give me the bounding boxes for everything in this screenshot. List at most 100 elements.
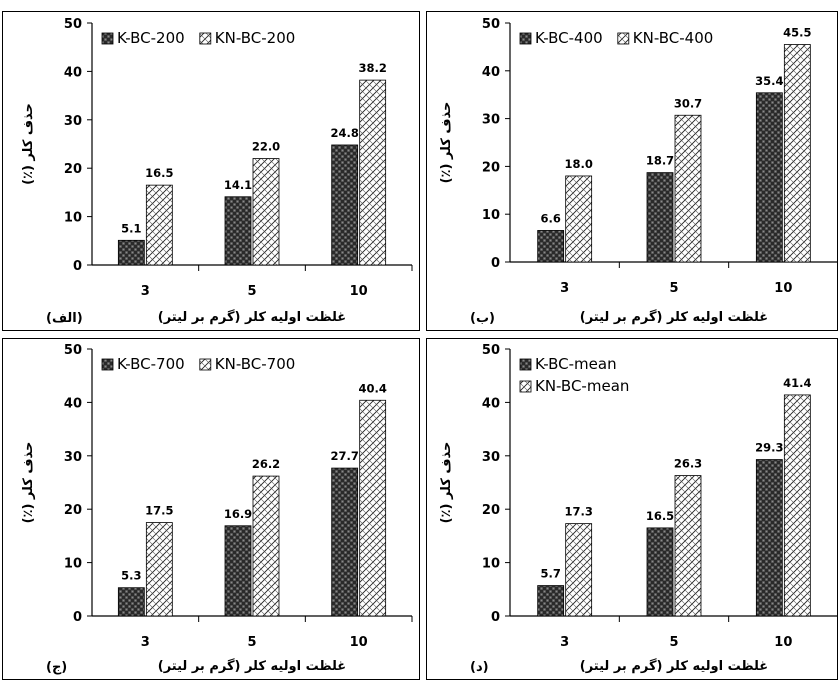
x-tick-label: 5 — [247, 284, 256, 299]
legend-label: KN-BC-mean — [535, 377, 629, 395]
bar-kn-series — [252, 158, 280, 266]
legend-label: KN-BC-200 — [215, 29, 295, 47]
data-label: 5.1 — [121, 221, 141, 235]
chart-panel-dal: 0 10 20 30 40 50 3 5.7 17.3 5 16.5 26.3 10 29.3 41.4 حذ… — [426, 338, 839, 680]
panel-label: (ج) — [46, 660, 67, 675]
y-tick-label: 30 — [64, 450, 82, 465]
x-axis-title: غلظت اولیه کلر (گرم بر لیتر) — [580, 658, 768, 674]
y-tick-label: 20 — [64, 503, 82, 518]
bar-kn-series — [783, 44, 811, 263]
y-tick-label: 10 — [482, 557, 500, 572]
y-tick-label: 10 — [64, 557, 82, 572]
y-tick-label: 10 — [482, 208, 500, 223]
y-tick-label: 40 — [482, 65, 500, 80]
x-tick-label: 5 — [669, 635, 678, 650]
bar-k-series — [537, 585, 565, 617]
x-tick-label: 3 — [141, 635, 150, 650]
data-label: 14.1 — [224, 178, 252, 192]
data-label: 30.7 — [674, 96, 702, 110]
panel-frame — [426, 11, 838, 331]
y-axis-title: حذف کلر (٪) — [439, 102, 454, 184]
data-label: 45.5 — [783, 26, 811, 40]
y-tick-label: 0 — [491, 610, 500, 625]
x-tick-label: 5 — [669, 281, 678, 296]
bar-k-series — [224, 196, 252, 266]
chart-svg-jim: 0 10 20 30 40 50 3 5.3 17.5 5 16.9 26.2 10 27.7 40.4 حذ… — [2, 338, 420, 680]
legend-label: K-BC-mean — [535, 355, 617, 373]
bar-k-series — [117, 239, 145, 266]
bar-kn-series — [565, 175, 593, 263]
bar-k-series — [646, 527, 674, 617]
bar-kn-series — [674, 475, 702, 617]
y-tick-label: 30 — [482, 113, 500, 128]
legend-swatch — [199, 32, 212, 45]
x-tick-label: 10 — [774, 281, 792, 296]
legend-swatch — [199, 358, 212, 371]
y-axis-title: حذف کلر (٪) — [21, 103, 36, 185]
legend-label: K-BC-400 — [535, 29, 603, 47]
y-tick-label: 10 — [64, 211, 82, 226]
chart-svg-dal: 0 10 20 30 40 50 3 5.7 17.3 5 16.5 26.3 10 29.3 41.4 حذ… — [426, 338, 839, 680]
y-tick-label: 50 — [482, 17, 500, 32]
data-label: 5.7 — [540, 567, 560, 581]
bar-kn-series — [145, 522, 173, 617]
x-axis-title: غلظت اولیه کلر (گرم بر لیتر) — [580, 309, 768, 325]
y-tick-label: 20 — [482, 160, 500, 175]
data-label: 26.2 — [252, 457, 280, 471]
data-label: 5.3 — [121, 569, 141, 583]
y-tick-label: 40 — [64, 396, 82, 411]
data-label: 24.8 — [330, 126, 358, 140]
data-label: 41.4 — [783, 376, 811, 390]
bar-kn-series — [674, 114, 702, 263]
panel-label: (الف) — [46, 311, 83, 326]
chart-svg-be: 0 10 20 30 40 50 3 6.6 18.0 5 18.7 30.7 10 35.4 45.5 حذ… — [426, 11, 839, 331]
legend-swatch — [519, 380, 532, 393]
bar-kn-series — [359, 79, 387, 266]
bar-k-series — [755, 92, 783, 263]
bar-k-series — [331, 467, 359, 617]
bar-kn-series — [565, 523, 593, 617]
x-tick-label: 10 — [350, 284, 368, 299]
legend-swatch — [617, 32, 630, 45]
bar-kn-series — [359, 399, 387, 617]
data-label: 22.0 — [252, 140, 280, 154]
y-tick-label: 0 — [73, 610, 82, 625]
y-axis-title: حذف کلر (٪) — [439, 442, 454, 524]
y-axis-title: حذف کلر (٪) — [21, 442, 36, 524]
y-tick-label: 30 — [64, 114, 82, 129]
y-tick-label: 20 — [64, 162, 82, 177]
y-tick-label: 0 — [491, 256, 500, 271]
panel-label: (ب) — [470, 311, 495, 326]
bar-k-series — [646, 172, 674, 263]
data-label: 40.4 — [358, 381, 386, 395]
bar-k-series — [331, 144, 359, 266]
data-label: 17.5 — [145, 504, 173, 518]
x-tick-label: 10 — [774, 635, 792, 650]
data-label: 16.5 — [646, 509, 674, 523]
bar-kn-series — [145, 184, 173, 266]
data-label: 16.5 — [145, 166, 173, 180]
bar-kn-series — [252, 475, 280, 617]
y-tick-label: 30 — [482, 450, 500, 465]
data-label: 27.7 — [330, 449, 358, 463]
chart-panel-jim: 0 10 20 30 40 50 3 5.3 17.5 5 16.9 26.2 10 27.7 40.4 حذ… — [2, 338, 420, 680]
y-tick-label: 20 — [482, 503, 500, 518]
chart-panel-be: 0 10 20 30 40 50 3 6.6 18.0 5 18.7 30.7 10 35.4 45.5 حذ… — [426, 11, 839, 331]
legend-swatch — [519, 32, 532, 45]
x-axis-title: غلظت اولیه کلر (گرم بر لیتر) — [158, 309, 346, 325]
legend-swatch — [519, 358, 532, 371]
x-tick-label: 3 — [560, 635, 569, 650]
legend-swatch — [101, 32, 114, 45]
legend-label: K-BC-700 — [117, 355, 185, 373]
chart-panel-alef: 0 10 20 30 40 50 3 5.1 16.5 5 14.1 22.0 10 24.8 38.2 حذ… — [2, 11, 420, 331]
panel-frame — [2, 338, 420, 680]
bar-k-series — [755, 459, 783, 617]
data-label: 35.4 — [755, 74, 783, 88]
x-tick-label: 3 — [560, 281, 569, 296]
y-tick-label: 50 — [64, 17, 82, 32]
legend-swatch — [101, 358, 114, 371]
bar-k-series — [117, 587, 145, 617]
x-tick-label: 5 — [247, 635, 256, 650]
panel-frame — [2, 11, 420, 331]
data-label: 16.9 — [224, 507, 252, 521]
